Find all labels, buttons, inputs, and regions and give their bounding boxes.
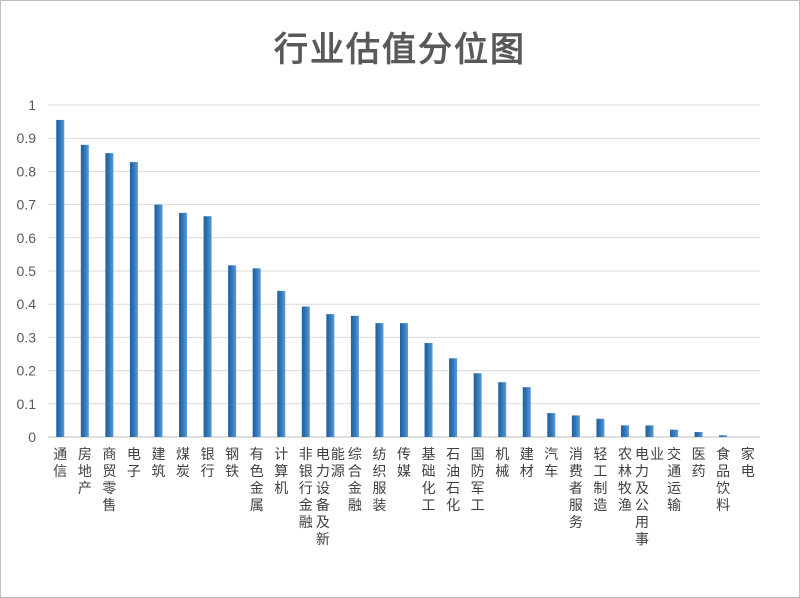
x-category-label: 煤炭	[176, 447, 190, 480]
x-category-label: 食品饮料	[716, 446, 730, 514]
bar	[375, 323, 384, 437]
y-tick-label: 0.3	[17, 329, 37, 345]
y-tick-label: 0	[28, 429, 36, 445]
x-category-label: 计算机	[274, 447, 288, 497]
bar	[228, 265, 237, 437]
x-category-label: 家电	[741, 446, 755, 480]
x-category-label: 石油石化	[446, 447, 460, 514]
bar	[571, 415, 580, 437]
y-tick-label: 0.4	[17, 296, 37, 312]
x-category-label: 医药	[692, 447, 706, 480]
bar	[56, 119, 65, 437]
y-tick-label: 0.7	[17, 197, 37, 213]
bar	[473, 373, 482, 437]
y-tick-label: 1	[28, 97, 36, 113]
bar	[326, 314, 335, 437]
x-category-label: 农林牧渔	[618, 447, 632, 514]
x-category-label: 电子	[127, 447, 141, 480]
x-category-label: 国防军工	[471, 447, 485, 514]
x-category-label: 交通运输	[667, 446, 681, 514]
y-tick-label: 0.1	[17, 396, 37, 412]
x-category-label: 建材	[520, 447, 534, 480]
x-category-label: 机械	[495, 447, 509, 480]
x-category-label: 传媒	[397, 447, 411, 480]
x-category-label: 综合金融	[348, 447, 362, 514]
bar	[596, 418, 605, 437]
y-tick-label: 0.9	[17, 130, 37, 146]
x-category-label: 商贸零售	[102, 447, 116, 514]
y-tick-label: 0.2	[17, 363, 37, 379]
bar	[350, 315, 359, 437]
x-category-label: 消费者服务	[569, 447, 583, 531]
x-category-label: 银行	[201, 447, 215, 480]
bar	[620, 425, 629, 437]
bar	[645, 425, 654, 437]
bar	[80, 144, 89, 437]
bar	[670, 429, 679, 437]
y-tick-label: 0.5	[17, 263, 37, 279]
x-category-label: 纺织服装	[372, 447, 386, 514]
x-category-label: 电力及公用事业	[635, 447, 664, 548]
bar	[301, 306, 310, 437]
x-category-label: 房地产	[78, 447, 92, 497]
x-category-label: 非银行金融	[299, 447, 313, 531]
x-category-label: 轻工制造	[593, 447, 607, 514]
x-category-label: 汽车	[544, 447, 558, 480]
x-category-label: 通信	[53, 447, 67, 480]
x-category-label: 基础化工	[422, 446, 436, 514]
bar	[105, 153, 114, 437]
bar	[154, 204, 163, 437]
bar	[547, 413, 556, 437]
bar	[203, 216, 212, 437]
chart-title: 行业估值分位图	[274, 30, 526, 70]
bar	[277, 290, 286, 437]
bar	[694, 432, 703, 437]
bar	[179, 212, 188, 437]
bar	[449, 358, 458, 437]
x-category-label: 有色金属	[250, 447, 264, 514]
x-category-label: 建筑	[151, 447, 165, 480]
x-category-label: 钢铁	[225, 447, 239, 480]
bar	[252, 268, 261, 437]
bar	[424, 343, 433, 437]
y-tick-label: 0.8	[17, 163, 37, 179]
bar	[719, 435, 728, 437]
bar	[498, 382, 507, 437]
x-category-label: 电力设备及新能源	[316, 447, 345, 548]
bar	[522, 387, 531, 437]
y-tick-label: 0.6	[17, 230, 37, 246]
bar	[400, 323, 408, 437]
bar	[129, 162, 138, 437]
